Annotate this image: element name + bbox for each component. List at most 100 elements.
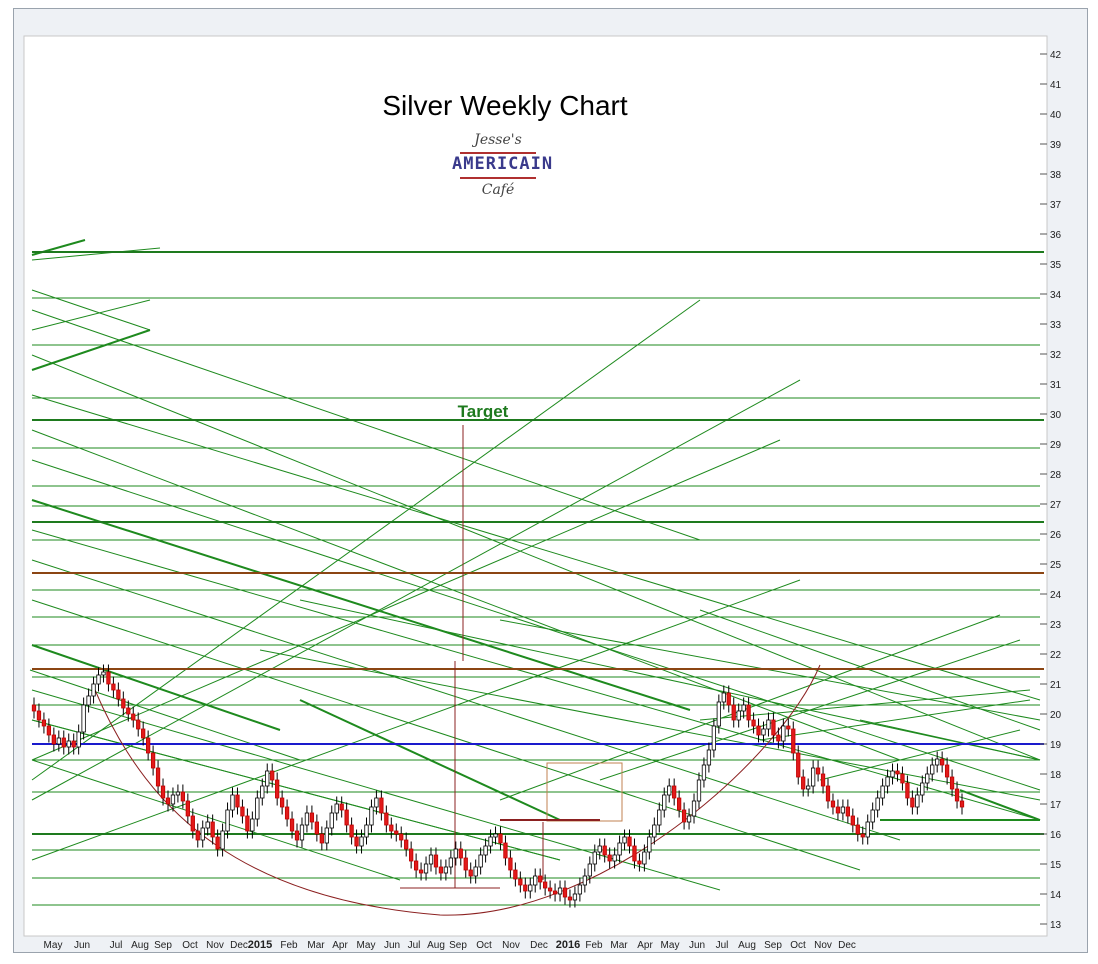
candle-body [453,848,458,859]
candle-body [726,692,731,706]
y-tick-label: 32 [1050,350,1062,361]
candle-body [478,854,483,868]
candle-body [582,875,587,886]
candle-body [260,785,265,799]
candle-body [751,719,756,727]
candle-body [354,836,359,847]
candle-body [369,806,374,826]
candle-body [890,770,895,778]
candle-body [612,854,617,862]
trendline-23 [31,354,1041,761]
candle-body [835,806,841,814]
candle-body [652,824,657,838]
candle-body [279,797,285,808]
x-tick-label: Jun [74,940,90,951]
candle-body [766,719,771,730]
candle-body [334,803,339,814]
candle-body [706,749,712,766]
candle-body [736,710,741,721]
trendline-41 [699,689,1031,721]
trendline-29 [31,559,901,841]
y-tick-label: 33 [1050,320,1062,331]
candle-body [265,770,270,787]
candle-body [761,728,766,736]
candles [31,664,965,908]
x-tick-label: May [661,940,680,951]
y-tick-label: 22 [1050,650,1062,661]
trendline-24 [31,394,1041,701]
candle-body [458,848,463,859]
candle-body [642,851,647,865]
trendline-31 [31,644,281,731]
trendline-53 [299,699,561,821]
y-tick-label: 23 [1050,620,1062,631]
y-tick-label: 34 [1050,290,1062,301]
candle-body [925,773,930,784]
candle-body [230,794,235,811]
candle-body [46,725,52,736]
candle-body [399,833,404,841]
candle-body [96,674,101,685]
candle-body [81,704,86,733]
trendline-50 [959,789,1041,821]
candle-body [791,728,796,754]
logo-rule-top [460,152,536,154]
candle-body [121,698,126,709]
candle-body [577,884,583,895]
candle-body [672,785,677,799]
x-tick-label: Jul [110,940,123,951]
candle-body [359,836,364,847]
y-tick-label: 39 [1050,140,1062,151]
candle-body [880,785,885,799]
candle-body [806,785,811,790]
candle-body [299,824,305,841]
y-tick-label: 13 [1050,920,1062,931]
candle-body [61,737,66,748]
trendline-42 [759,699,1031,741]
x-tick-label: Aug [427,940,445,951]
candle-body [463,857,468,871]
y-tick-label: 14 [1050,890,1062,901]
trendline-36 [31,379,801,801]
x-tick-label: Oct [790,940,806,951]
candle-body [895,770,900,775]
candle-body [701,764,707,781]
y-tick-label: 27 [1050,500,1062,511]
pattern-drawings [94,425,821,916]
candle-body [746,704,751,721]
candle-body [647,836,652,853]
logo-line-3: Café [481,182,515,198]
y-tick-label: 40 [1050,110,1062,121]
candle-body [935,758,940,766]
candle-body [155,767,161,787]
candle-body [483,845,488,856]
candle-body [667,785,672,796]
y-tick-label: 20 [1050,710,1062,721]
candle-body [488,836,493,847]
candle-body [850,815,855,826]
y-tick-label: 38 [1050,170,1062,181]
candle-body [513,869,518,880]
x-tick-label: Jun [689,940,705,951]
y-tick-label: 18 [1050,770,1062,781]
candle-body [314,821,320,835]
y-tick-label: 19 [1050,740,1062,751]
trendline-37 [31,439,781,761]
candle-body [547,887,553,892]
candle-body [944,764,950,778]
y-tick-label: 26 [1050,530,1062,541]
candle-body [870,809,875,823]
candle-body [433,854,439,868]
x-tick-label: Nov [502,940,520,951]
x-tick-label: Apr [637,940,653,951]
trendline-22 [31,309,701,541]
candle-body [617,842,622,856]
candle-body [840,806,846,814]
x-tick-label: Jun [384,940,400,951]
candle-body [289,818,295,832]
y-tick-label: 24 [1050,590,1062,601]
candle-body [126,707,131,715]
y-tick-label: 28 [1050,470,1062,481]
candle-body [875,797,880,811]
cafe-logo: Jesse's AMERICAIN Café [452,132,552,212]
